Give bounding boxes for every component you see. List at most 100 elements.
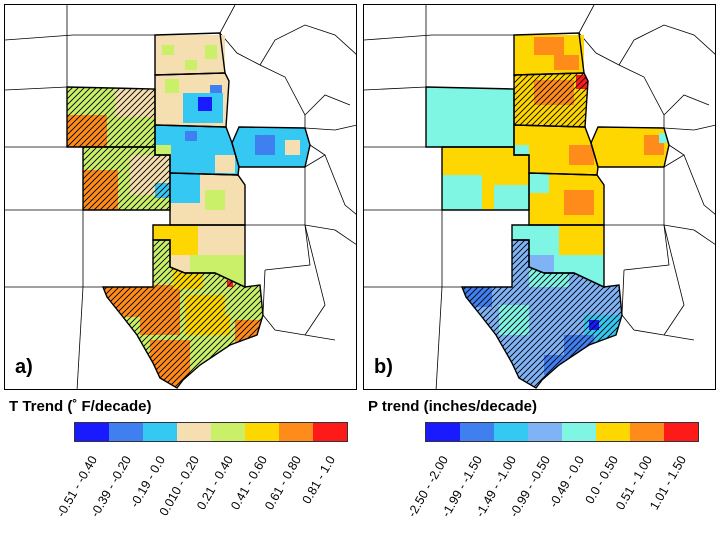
background-boundary-line bbox=[623, 224, 670, 271]
trend-cell bbox=[564, 190, 594, 215]
background-boundary-line bbox=[604, 224, 695, 231]
significance-hatching bbox=[514, 73, 588, 127]
background-boundary-line bbox=[693, 124, 715, 131]
state-boundary bbox=[590, 126, 670, 168]
temperature-legend: T Trend (˚ F/decade) -0.51 - -0.40 -0.39… bbox=[4, 398, 357, 538]
trend-cell bbox=[494, 185, 529, 210]
background-boundary-line bbox=[663, 334, 695, 341]
trend-cell bbox=[155, 145, 171, 157]
background-boundary-line bbox=[693, 229, 715, 245]
temperature-trend-map bbox=[5, 5, 356, 389]
legend-swatch bbox=[630, 423, 664, 441]
background-boundary-line bbox=[264, 224, 311, 271]
state-boundary bbox=[460, 239, 623, 389]
trend-cell bbox=[230, 205, 245, 225]
background-boundary-line bbox=[5, 34, 155, 41]
legend-swatch bbox=[460, 423, 494, 441]
background-boundary-line bbox=[334, 229, 356, 245]
background-boundary-line bbox=[304, 127, 336, 131]
state-boundary bbox=[169, 172, 246, 226]
background-boundary-line bbox=[578, 32, 665, 128]
precipitation-trend-map-panel: b) bbox=[363, 4, 716, 390]
background-boundary-line bbox=[618, 24, 715, 66]
trend-cell bbox=[200, 230, 230, 250]
background-boundary-line bbox=[334, 124, 356, 131]
background-boundary-line bbox=[262, 269, 306, 336]
trend-cell bbox=[185, 131, 197, 141]
background-boundary-line bbox=[663, 127, 695, 131]
legend-swatch bbox=[143, 423, 177, 441]
trend-cell bbox=[659, 133, 669, 143]
legend-swatch bbox=[177, 423, 211, 441]
trend-cell bbox=[426, 87, 451, 107]
legend-swatch bbox=[313, 423, 347, 441]
background-boundary-line bbox=[683, 154, 715, 215]
legend-swatch bbox=[109, 423, 143, 441]
trend-cell bbox=[185, 60, 197, 70]
background-boundary-line bbox=[245, 224, 336, 231]
trend-cell bbox=[170, 173, 200, 203]
legend-swatch bbox=[528, 423, 562, 441]
background-boundary-line bbox=[304, 94, 351, 116]
state-boundary bbox=[82, 146, 171, 211]
legend-swatch bbox=[494, 423, 528, 441]
background-boundary-line bbox=[663, 224, 685, 336]
trend-cell bbox=[198, 97, 212, 111]
background-boundary-line bbox=[304, 334, 336, 341]
legend-swatch bbox=[426, 423, 460, 441]
background-boundary-line bbox=[76, 286, 84, 389]
significance-hatching bbox=[67, 87, 155, 147]
trend-cell bbox=[205, 45, 217, 59]
background-boundary-line bbox=[364, 34, 514, 41]
background-boundary-line bbox=[304, 224, 326, 336]
trend-cell bbox=[442, 175, 482, 210]
background-boundary-line bbox=[259, 24, 356, 66]
background-boundary-line bbox=[435, 286, 443, 389]
state-boundary bbox=[231, 126, 311, 168]
precipitation-legend: P trend (inches/decade) -2.50 - -2.00 -1… bbox=[363, 398, 716, 538]
trend-cell bbox=[285, 140, 300, 155]
trend-cell bbox=[215, 155, 235, 173]
panel-label-b: b) bbox=[374, 356, 393, 378]
temperature-color-bar bbox=[74, 422, 348, 442]
precipitation-trend-map bbox=[364, 5, 715, 389]
legend-swatch bbox=[664, 423, 698, 441]
precipitation-legend-title: P trend (inches/decade) bbox=[368, 398, 537, 415]
background-boundary-line bbox=[663, 94, 710, 116]
significance-hatching bbox=[83, 147, 170, 210]
precipitation-color-bar bbox=[425, 422, 699, 442]
trend-cell bbox=[559, 225, 604, 255]
legend-range-label: -0.49 - 0.0 bbox=[546, 453, 588, 510]
legend-swatch bbox=[75, 423, 109, 441]
background-boundary-line bbox=[219, 5, 236, 34]
background-boundary-line bbox=[364, 86, 427, 91]
trend-cell bbox=[529, 173, 549, 193]
background-boundary-line bbox=[5, 86, 68, 91]
trend-cell bbox=[554, 55, 579, 70]
temperature-legend-title: T Trend (˚ F/decade) bbox=[9, 398, 152, 415]
trend-cell bbox=[569, 145, 594, 165]
trend-cell bbox=[205, 190, 225, 210]
legend-swatch bbox=[245, 423, 279, 441]
background-boundary-line bbox=[324, 154, 356, 215]
background-boundary-line bbox=[219, 32, 306, 128]
trend-cell bbox=[514, 145, 529, 157]
legend-swatch bbox=[211, 423, 245, 441]
state-boundary bbox=[101, 239, 264, 389]
trend-cell bbox=[210, 85, 222, 93]
trend-cell bbox=[534, 37, 564, 55]
background-boundary-line bbox=[578, 5, 595, 34]
panel-label-a: a) bbox=[15, 356, 33, 378]
trend-cell bbox=[162, 45, 174, 55]
background-boundary-line bbox=[621, 269, 665, 336]
legend-swatch bbox=[562, 423, 596, 441]
trend-cell bbox=[165, 79, 179, 93]
state-boundary bbox=[528, 172, 605, 226]
legend-swatch bbox=[279, 423, 313, 441]
state-boundary bbox=[441, 146, 530, 211]
legend-range-label: 0.81 - 1.0 bbox=[299, 453, 339, 507]
temperature-trend-map-panel: a) bbox=[4, 4, 357, 390]
trend-cell bbox=[255, 135, 275, 155]
legend-range-label: 0.0 - 0.50 bbox=[582, 453, 622, 507]
legend-swatch bbox=[596, 423, 630, 441]
